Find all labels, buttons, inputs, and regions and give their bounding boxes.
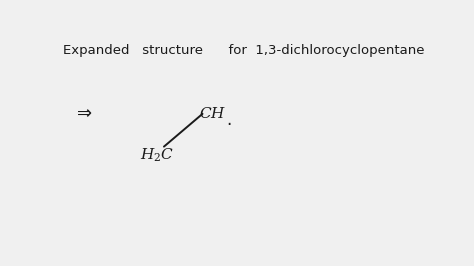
- Text: ⇒: ⇒: [77, 105, 92, 123]
- Text: Expanded   structure      for  1,3-dichlorocyclopentane: Expanded structure for 1,3-dichlorocyclo…: [63, 44, 424, 57]
- Text: .: .: [227, 111, 232, 129]
- Text: $CH$: $CH$: [199, 106, 226, 121]
- Text: $H_2C$: $H_2C$: [140, 146, 174, 164]
